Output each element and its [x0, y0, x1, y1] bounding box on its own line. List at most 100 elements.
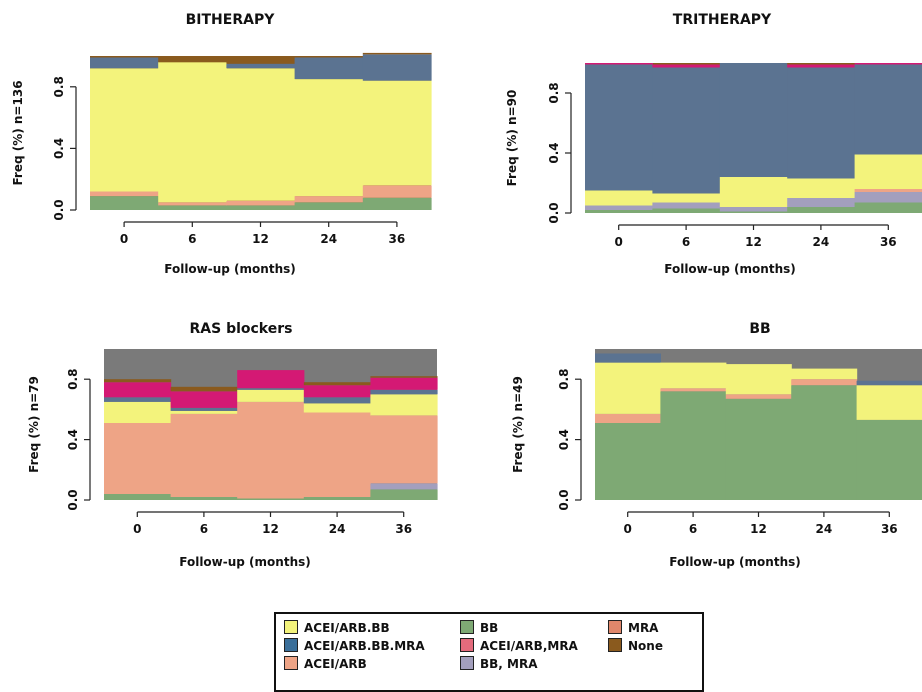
area-segment [104, 494, 172, 500]
area-segment [660, 391, 727, 500]
x-tick-label: 12 [262, 522, 279, 536]
area-segment [362, 185, 432, 198]
area-segment [90, 68, 159, 192]
area-segment [787, 178, 856, 198]
area-segment [362, 197, 432, 210]
area-segment [237, 388, 305, 390]
legend-item: MRA [608, 620, 658, 635]
y-axis-label: Freq (%) n=49 [511, 376, 525, 473]
area-segment [595, 413, 661, 423]
area-segment [362, 80, 432, 186]
x-axis-label: Follow-up (months) [664, 262, 795, 276]
area-segment [585, 210, 653, 213]
area-segment [856, 380, 922, 386]
area-segment [854, 64, 922, 155]
area-segment [226, 200, 296, 206]
x-tick-label: 36 [881, 522, 898, 536]
area-segment [652, 64, 721, 68]
area-segment [854, 192, 922, 203]
area-segment [170, 391, 238, 408]
legend-swatch [460, 656, 474, 670]
area-segment [104, 401, 172, 423]
area-segment [652, 208, 721, 213]
legend-item: ACEI/ARB [284, 656, 367, 671]
area-segment [585, 64, 653, 191]
legend-label: ACEI/ARB.BB [304, 621, 390, 635]
x-tick-label: 24 [320, 232, 337, 246]
legend-swatch [460, 620, 474, 634]
area-segment [660, 362, 727, 389]
y-tick-label: 0.0 [547, 202, 561, 223]
x-tick-label: 6 [689, 522, 697, 536]
x-axis-label: Follow-up (months) [179, 555, 310, 569]
panel-1: 0.0 0.4 0.8 0 6 12 24 36 TRITHERAPY Follow-up (mo… [505, 12, 922, 276]
x-tick-label: 36 [395, 522, 412, 536]
area-segment [660, 388, 727, 392]
legend-swatch [460, 638, 474, 652]
area-segment [652, 67, 721, 194]
y-tick-label: 0.4 [547, 142, 561, 163]
chart-title: TRITHERAPY [673, 12, 772, 28]
legend-label: BB, MRA [480, 657, 538, 671]
legend-label: ACEI/ARB.BB.MRA [304, 639, 425, 653]
x-tick-label: 0 [615, 235, 623, 249]
area-segment [303, 497, 371, 500]
area-segment [585, 63, 653, 65]
panel-0: 0.0 0.4 0.8 0 6 12 24 36 BITHERAPY Follow-up (mon… [11, 12, 432, 276]
area-segment [370, 377, 438, 390]
area-segment [719, 207, 788, 212]
area-segment [226, 68, 296, 201]
legend-swatch [284, 638, 298, 652]
area-segment [370, 489, 438, 500]
area-segment [854, 154, 922, 189]
y-tick-label: 0.8 [52, 76, 66, 97]
area-segment [170, 407, 238, 411]
chart-title: BB [749, 321, 770, 337]
y-tick-label: 0.0 [66, 489, 80, 510]
area-segment [90, 57, 159, 69]
area-segment [370, 415, 438, 484]
area-segment [237, 389, 305, 402]
area-segment [854, 202, 922, 213]
x-tick-label: 36 [880, 235, 897, 249]
legend-label: MRA [628, 621, 659, 635]
area-segment [170, 497, 238, 500]
x-tick-label: 24 [813, 235, 830, 249]
x-tick-label: 12 [745, 235, 762, 249]
legend-swatch [284, 620, 298, 634]
area-segment [303, 382, 371, 386]
area-segment [170, 410, 238, 414]
area-segment [585, 205, 653, 210]
area-segment [725, 394, 792, 399]
panel-3: 0.0 0.4 0.8 0 6 12 24 36 BB Follow-up (months) Fre… [511, 321, 922, 569]
legend-item: ACEI/ARB,MRA [460, 638, 578, 653]
legend-label: BB [480, 621, 499, 635]
legend-item: BB, MRA [460, 656, 538, 671]
y-tick-label: 0.8 [66, 369, 80, 390]
area-segment [719, 177, 788, 207]
x-tick-label: 24 [816, 522, 833, 536]
area-segment [854, 63, 922, 65]
y-tick-label: 0.0 [52, 199, 66, 220]
area-segment [787, 207, 856, 213]
x-tick-label: 0 [120, 232, 128, 246]
legend-label: None [628, 639, 663, 653]
area-segment [652, 202, 721, 209]
area-segment [791, 379, 858, 386]
area-segment [370, 483, 438, 490]
area-segment [787, 67, 856, 179]
area-segment [294, 202, 364, 210]
area-segment [158, 202, 227, 206]
chart-title: RAS blockers [190, 321, 293, 337]
area-segment [226, 205, 296, 210]
area-segment [362, 52, 432, 55]
legend-label: ACEI/ARB [304, 657, 367, 671]
x-tick-label: 6 [188, 232, 196, 246]
chart-title: BITHERAPY [186, 12, 276, 28]
area-segment [719, 211, 788, 213]
area-segment [170, 413, 238, 497]
area-segment [303, 412, 371, 497]
area-segment [237, 401, 305, 499]
y-tick-label: 0.4 [66, 429, 80, 450]
